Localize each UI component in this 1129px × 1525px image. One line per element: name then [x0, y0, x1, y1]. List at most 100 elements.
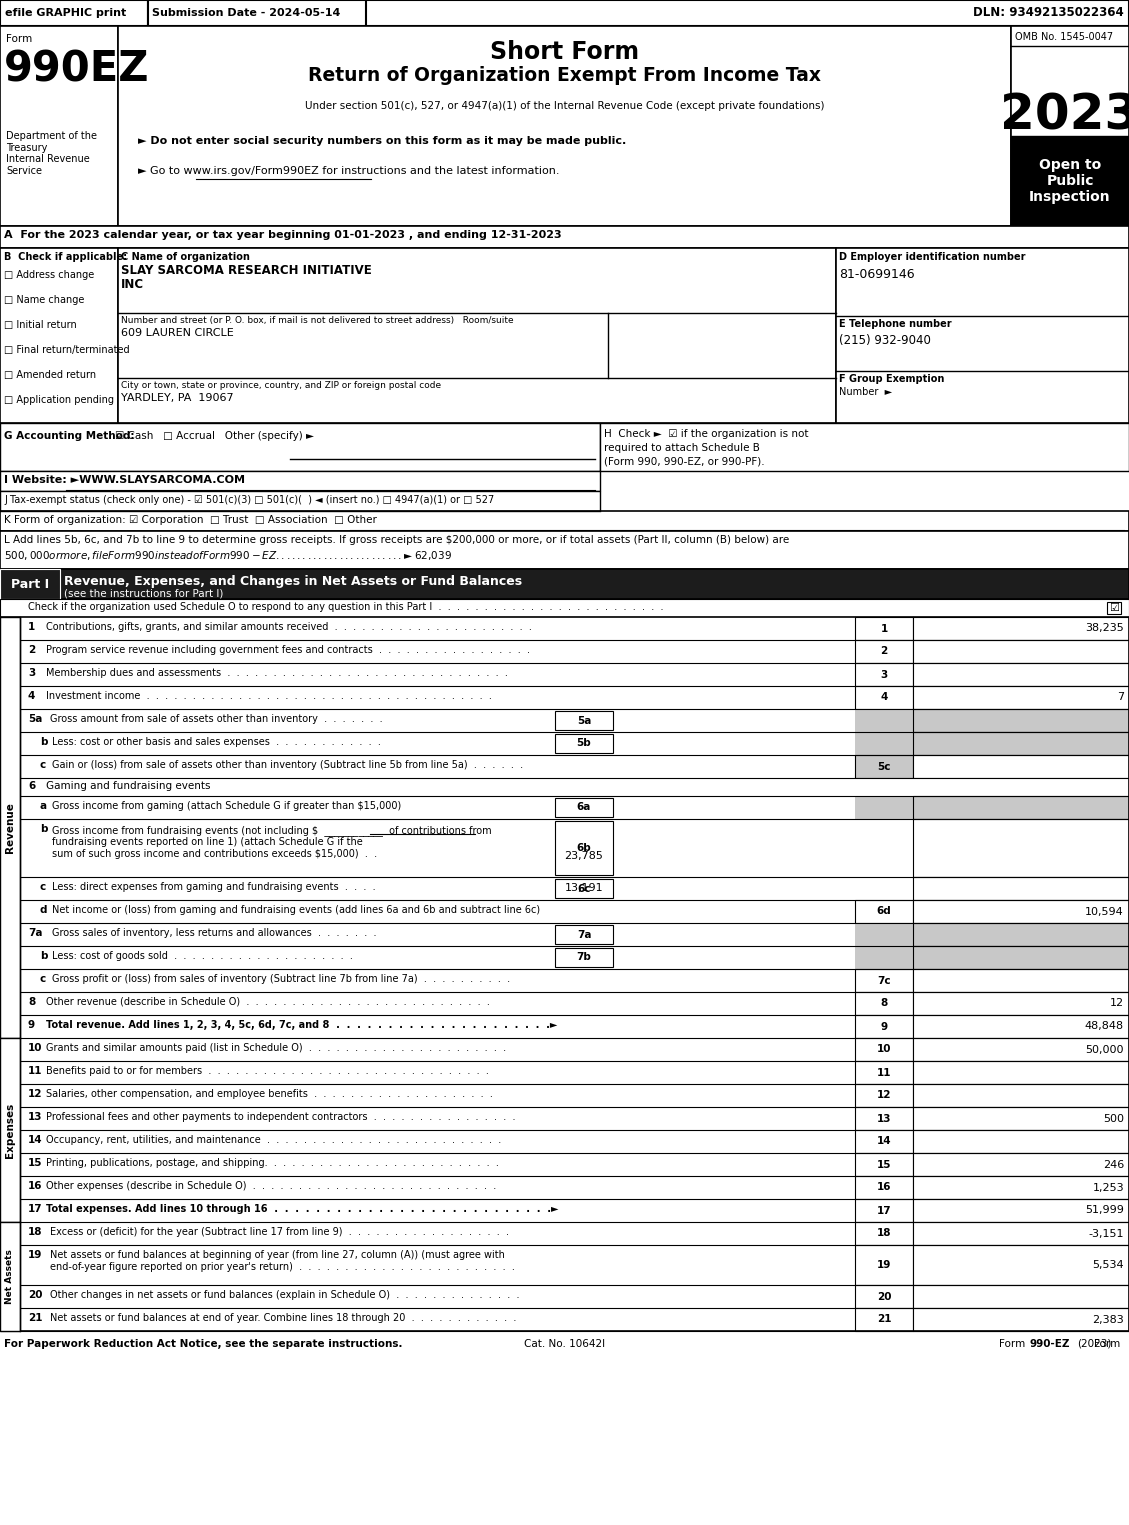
- Text: 7a: 7a: [28, 929, 43, 938]
- Text: 10: 10: [877, 1045, 891, 1054]
- Bar: [0, 0, 148, 26]
- Text: 12: 12: [28, 1089, 43, 1100]
- Text: J Tax-exempt status (check only one) - ☑ 501(c)(3) □ 501(c)(  ) ◄ (insert no.) □: J Tax-exempt status (check only one) - ☑…: [5, 496, 495, 505]
- Text: 1: 1: [881, 624, 887, 633]
- Text: Revenue, Expenses, and Changes in Net Assets or Fund Balances: Revenue, Expenses, and Changes in Net As…: [64, 575, 522, 589]
- Text: (see the instructions for Part I): (see the instructions for Part I): [64, 589, 224, 598]
- Bar: [1010, 136, 1129, 226]
- Text: Professional fees and other payments to independent contractors  .  .  .  .  .  : Professional fees and other payments to …: [46, 1112, 516, 1122]
- Bar: [855, 1016, 913, 1039]
- Bar: [855, 1130, 913, 1153]
- Text: 20: 20: [877, 1292, 891, 1301]
- Text: Gross profit or (loss) from sales of inventory (Subtract line 7b from line 7a)  : Gross profit or (loss) from sales of inv…: [52, 974, 510, 984]
- Bar: [0, 1039, 20, 1222]
- Bar: [855, 1084, 913, 1107]
- Text: □ Application pending: □ Application pending: [5, 395, 114, 406]
- Bar: [0, 686, 1129, 709]
- Text: Number and street (or P. O. box, if mail is not delivered to street address)   R: Number and street (or P. O. box, if mail…: [121, 316, 514, 325]
- Bar: [855, 1176, 913, 1199]
- Text: 7a: 7a: [577, 930, 592, 939]
- Bar: [555, 734, 613, 753]
- Text: 7c: 7c: [877, 976, 891, 985]
- Bar: [913, 1153, 1129, 1176]
- Text: fundraising events reported on line 1) (attach Schedule G if the: fundraising events reported on line 1) (…: [52, 837, 362, 846]
- Bar: [555, 926, 613, 944]
- Bar: [0, 877, 1129, 900]
- Bar: [913, 709, 1129, 732]
- Text: end-of-year figure reported on prior year's return)  .  .  .  .  .  .  .  .  .  : end-of-year figure reported on prior yea…: [50, 1263, 515, 1272]
- Bar: [855, 1222, 913, 1244]
- Bar: [0, 569, 60, 599]
- Text: 2023: 2023: [1000, 92, 1129, 139]
- Bar: [913, 1244, 1129, 1286]
- Bar: [0, 1153, 1129, 1176]
- Text: ► Do not enter social security numbers on this form as it may be made public.: ► Do not enter social security numbers o…: [138, 136, 627, 146]
- Text: 23,785: 23,785: [564, 851, 603, 862]
- Text: 1: 1: [28, 622, 35, 631]
- Text: Gross income from gaming (attach Schedule G if greater than $15,000): Gross income from gaming (attach Schedul…: [52, 801, 401, 811]
- Bar: [855, 900, 913, 923]
- Text: City or town, state or province, country, and ZIP or foreign postal code: City or town, state or province, country…: [121, 381, 441, 390]
- Bar: [855, 755, 913, 778]
- Text: a: a: [40, 801, 47, 811]
- Text: Department of the
Treasury
Internal Revenue
Service: Department of the Treasury Internal Reve…: [6, 131, 97, 175]
- Bar: [913, 686, 1129, 709]
- Text: Salaries, other compensation, and employee benefits  .  .  .  .  .  .  .  .  .  : Salaries, other compensation, and employ…: [46, 1089, 493, 1100]
- Text: □ Address change: □ Address change: [5, 270, 94, 281]
- Text: 5b: 5b: [577, 738, 592, 749]
- Bar: [0, 1222, 1129, 1244]
- Bar: [0, 640, 1129, 663]
- Text: Number  ►: Number ►: [839, 387, 892, 397]
- Bar: [0, 709, 1129, 732]
- Bar: [855, 755, 1129, 778]
- Bar: [855, 640, 913, 663]
- Text: ☑: ☑: [1109, 602, 1119, 613]
- Text: (2023): (2023): [1077, 1339, 1111, 1350]
- Text: b: b: [40, 952, 47, 961]
- Bar: [555, 878, 613, 898]
- Bar: [0, 1061, 1129, 1084]
- Text: 500: 500: [1103, 1113, 1124, 1124]
- Bar: [855, 1244, 913, 1286]
- Text: 609 LAUREN CIRCLE: 609 LAUREN CIRCLE: [121, 328, 234, 339]
- Text: 12: 12: [1110, 999, 1124, 1008]
- Bar: [0, 1130, 1129, 1153]
- Text: Under section 501(c), 527, or 4947(a)(1) of the Internal Revenue Code (except pr: Under section 501(c), 527, or 4947(a)(1)…: [305, 101, 824, 111]
- Text: B  Check if applicable:: B Check if applicable:: [5, 252, 128, 262]
- Bar: [0, 618, 1129, 640]
- Bar: [855, 732, 1129, 755]
- Text: Form: Form: [1094, 1339, 1124, 1350]
- Bar: [0, 599, 1129, 618]
- Bar: [0, 1244, 1129, 1286]
- Text: 14: 14: [877, 1136, 891, 1147]
- Text: 38,235: 38,235: [1085, 624, 1124, 633]
- Bar: [0, 946, 1129, 968]
- Text: 7b: 7b: [577, 953, 592, 962]
- Bar: [913, 1308, 1129, 1331]
- Bar: [0, 1016, 1129, 1039]
- Text: H  Check ►  ☑ if the organization is not: H Check ► ☑ if the organization is not: [604, 429, 808, 439]
- Text: Total revenue. Add lines 1, 2, 3, 4, 5c, 6d, 7c, and 8  .  .  .  .  .  .  .  .  : Total revenue. Add lines 1, 2, 3, 4, 5c,…: [46, 1020, 558, 1029]
- Bar: [913, 618, 1129, 640]
- Bar: [0, 732, 1129, 755]
- Bar: [855, 796, 1129, 819]
- Text: 16: 16: [28, 1180, 43, 1191]
- Bar: [913, 663, 1129, 686]
- Text: 13: 13: [28, 1112, 43, 1122]
- Text: 10: 10: [28, 1043, 43, 1052]
- Text: 17: 17: [877, 1205, 891, 1215]
- Text: Revenue: Revenue: [5, 802, 15, 852]
- Text: 18: 18: [877, 1229, 891, 1238]
- Text: -3,151: -3,151: [1088, 1229, 1124, 1238]
- Text: 21: 21: [877, 1315, 891, 1325]
- Bar: [913, 1130, 1129, 1153]
- Text: Part I: Part I: [11, 578, 49, 590]
- Text: 15: 15: [28, 1157, 43, 1168]
- Text: □ Initial return: □ Initial return: [5, 320, 77, 329]
- Text: 9: 9: [881, 1022, 887, 1031]
- Text: 11: 11: [877, 1068, 891, 1078]
- Text: Gross amount from sale of assets other than inventory  .  .  .  .  .  .  .: Gross amount from sale of assets other t…: [50, 714, 383, 724]
- Bar: [0, 1222, 20, 1331]
- Text: ► Go to www.irs.gov/Form990EZ for instructions and the latest information.: ► Go to www.irs.gov/Form990EZ for instru…: [138, 166, 560, 175]
- Text: Gaming and fundraising events: Gaming and fundraising events: [46, 781, 210, 791]
